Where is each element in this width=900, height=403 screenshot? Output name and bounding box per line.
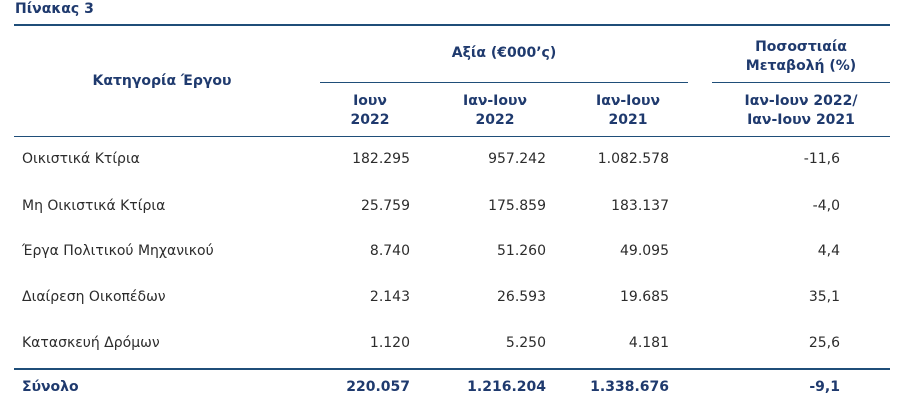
header-col-jun-2022: Ιουν 2022: [320, 92, 420, 130]
row-category: Έργα Πολιτικού Μηχανικού: [22, 243, 214, 259]
row-jan-jun-2022: 26.593: [497, 289, 546, 305]
total-top-rule: [14, 368, 890, 370]
row-jan-jun-2022: 5.250: [505, 335, 546, 351]
header-col-jan-jun-2022-line-2: 2022: [475, 112, 515, 128]
row-jan-jun-2021: 49.095: [620, 243, 669, 259]
row-jan-jun-2022: 51.260: [497, 243, 546, 259]
total-jan-jun-2022: 1.216.204: [467, 379, 546, 395]
value-group-rule: [320, 82, 688, 83]
row-jan-jun-2021: 4.181: [628, 335, 669, 351]
row-category: Μη Οικιστικά Κτίρια: [22, 198, 166, 214]
row-jun-2022: 1.120: [369, 335, 410, 351]
row-change: -11,6: [803, 151, 840, 167]
header-col-change: Ιαν-Ιουν 2022/ Ιαν-Ιουν 2021: [712, 92, 890, 130]
row-jan-jun-2021: 1.082.578: [597, 151, 669, 167]
row-change: 4,4: [817, 243, 840, 259]
header-col-jan-jun-2021: Ιαν-Ιουν 2021: [568, 92, 688, 130]
header-change-group: Ποσοστιαία Μεταβολή (%): [712, 38, 890, 76]
table-title: Πίνακας 3: [15, 1, 94, 17]
total-change: -9,1: [809, 379, 840, 395]
total-jun-2022: 220.057: [346, 379, 410, 395]
header-change-line-2: Μεταβολή (%): [745, 58, 857, 74]
row-change: -4,0: [812, 198, 840, 214]
header-col-jun-2022-line-2: 2022: [350, 112, 390, 128]
total-category: Σύνολο: [22, 379, 79, 395]
header-value-group: Αξία (€000’ς): [451, 45, 557, 61]
row-jun-2022: 25.759: [361, 198, 410, 214]
row-category: Οικιστικά Κτίρια: [22, 151, 140, 167]
total-jan-jun-2021: 1.338.676: [590, 379, 669, 395]
header-category: Κατηγορία Έργου: [92, 73, 232, 89]
header-col-change-line-1: Ιαν-Ιουν 2022/: [744, 93, 858, 109]
row-jun-2022: 182.295: [352, 151, 410, 167]
header-col-jan-jun-2022-line-1: Ιαν-Ιουν: [463, 93, 527, 109]
row-jan-jun-2022: 175.859: [488, 198, 546, 214]
row-jun-2022: 2.143: [369, 289, 410, 305]
top-rule: [14, 24, 890, 26]
row-jan-jun-2022: 957.242: [488, 151, 546, 167]
header-col-change-line-2: Ιαν-Ιουν 2021: [747, 112, 855, 128]
row-category: Διαίρεση Οικοπέδων: [22, 289, 166, 305]
row-change: 35,1: [808, 289, 840, 305]
header-col-jan-jun-2021-line-1: Ιαν-Ιουν: [596, 93, 660, 109]
header-col-jan-jun-2021-line-2: 2021: [608, 112, 648, 128]
row-jan-jun-2021: 19.685: [620, 289, 669, 305]
header-change-line-1: Ποσοστιαία: [755, 39, 847, 55]
header-col-jan-jun-2022: Ιαν-Ιουν 2022: [430, 92, 560, 130]
row-change: 25,6: [808, 335, 840, 351]
header-bottom-rule: [14, 136, 890, 137]
header-col-jun-2022-line-1: Ιουν: [353, 93, 387, 109]
row-jan-jun-2021: 183.137: [611, 198, 669, 214]
row-jun-2022: 8.740: [369, 243, 410, 259]
row-category: Κατασκευή Δρόμων: [22, 335, 160, 351]
change-group-rule: [712, 82, 890, 83]
